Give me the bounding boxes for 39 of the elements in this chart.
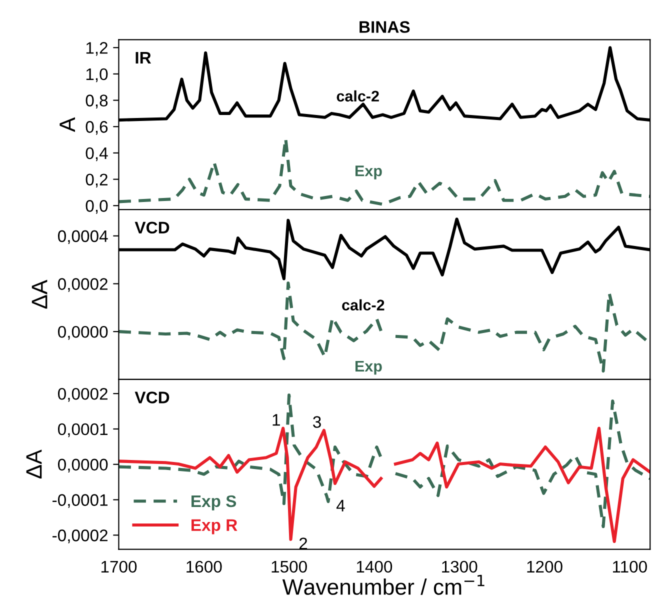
y-tick-label: -0,0001 bbox=[52, 494, 108, 508]
y-axis-title: A bbox=[60, 117, 75, 132]
x-tick-label: 1400 bbox=[356, 560, 392, 573]
y-tick-label: 0,0002 bbox=[58, 278, 108, 292]
y-tick-label: 0,2 bbox=[86, 174, 108, 188]
annotation: IR bbox=[136, 52, 152, 64]
series-label: Exp bbox=[355, 360, 382, 375]
x-axis-title: Wavenumber / cm$^{−1}$ bbox=[282, 574, 484, 595]
y-tick-label: 0,8 bbox=[86, 94, 108, 108]
y-axis-title: ΔA bbox=[32, 280, 48, 309]
legend-label: Exp S bbox=[192, 495, 236, 510]
annotation: 1 bbox=[272, 414, 280, 426]
legend-label: Exp R bbox=[192, 519, 238, 534]
chart-title: BINAS bbox=[360, 21, 410, 33]
x-tick-label: 1500 bbox=[272, 560, 307, 573]
text: calc-2 bbox=[342, 299, 384, 310]
y-tick-label: 1,2 bbox=[86, 42, 108, 56]
y-tick-label: 0,4 bbox=[86, 147, 108, 162]
annotation: VCD bbox=[134, 222, 170, 234]
y-tick-label: 0,6 bbox=[86, 121, 108, 135]
x-tick-label: 1300 bbox=[442, 560, 478, 573]
y-tick-label: 0,0001 bbox=[58, 423, 108, 438]
x-tick-label: 1700 bbox=[101, 560, 137, 573]
y-tick-label: 1,0 bbox=[86, 68, 108, 82]
x-tick-label: 1200 bbox=[527, 560, 562, 573]
annotation: VCD bbox=[134, 392, 170, 404]
y-tick-label: 0,0004 bbox=[58, 230, 108, 244]
y-tick-label: -0,0002 bbox=[52, 530, 108, 544]
series-label: calc-2 bbox=[336, 90, 379, 102]
series-label: Exp bbox=[355, 166, 382, 180]
annotation: 3 bbox=[313, 416, 321, 428]
x-tick-label: 1600 bbox=[186, 560, 222, 573]
y-tick-label: 0,0000 bbox=[58, 326, 108, 340]
x-tick-label: 1100 bbox=[613, 560, 647, 573]
y-tick-label: 0,0 bbox=[86, 200, 108, 214]
y-tick-label: 0,0000 bbox=[58, 458, 108, 473]
y-tick-label: 0,0002 bbox=[58, 388, 108, 402]
annotation: 4 bbox=[336, 500, 345, 512]
y-axis-title: ΔA bbox=[26, 450, 42, 479]
